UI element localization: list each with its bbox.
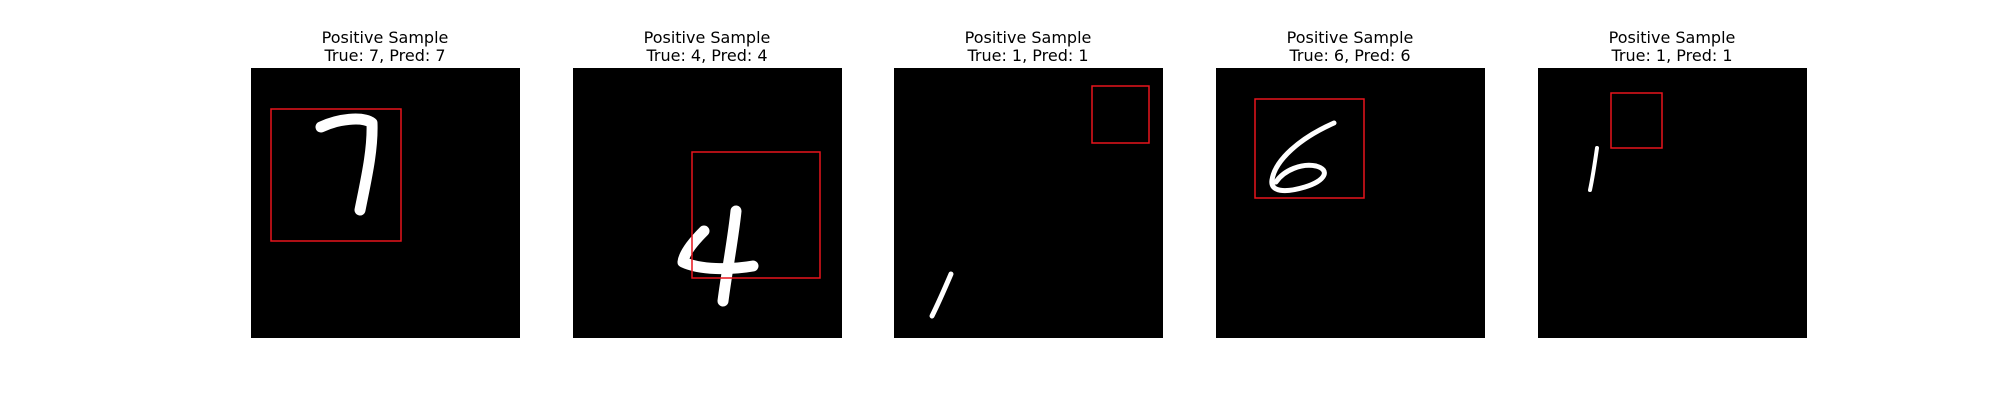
panel-1: Positive Sample True: 7, Pred: 7 — [251, 28, 520, 338]
panel-2: Positive Sample True: 4, Pred: 4 — [573, 28, 842, 338]
panel-2-digit-4 — [677, 205, 759, 307]
panel-4-title-line-2: True: 6, Pred: 6 — [1288, 46, 1410, 65]
panel-3-title-line-1: Positive Sample — [965, 28, 1092, 47]
panel-2-title-line-1: Positive Sample — [644, 28, 771, 47]
panel-3-digit-1 — [929, 271, 954, 319]
panel-2-image — [573, 68, 842, 338]
panel-5-title-line-1: Positive Sample — [1609, 28, 1736, 47]
panel-5-bounding-box — [1610, 92, 1663, 149]
panel-3-image — [894, 68, 1163, 338]
panel-3-bounding-box — [1091, 85, 1150, 144]
panel-5: Positive Sample True: 1, Pred: 1 — [1538, 28, 1807, 338]
panel-4-digit-6 — [1269, 120, 1337, 194]
panel-1-image — [251, 68, 520, 338]
panel-1-digit-7 — [315, 113, 378, 216]
panel-1-title-line-1: Positive Sample — [322, 28, 449, 47]
panel-4-bounding-box — [1254, 98, 1365, 199]
panel-4: Positive Sample True: 6, Pred: 6 — [1216, 28, 1485, 338]
panel-1-title-line-2: True: 7, Pred: 7 — [323, 46, 445, 65]
panel-5-digit-1 — [1588, 146, 1599, 192]
panel-1-bounding-box — [270, 108, 402, 242]
panel-5-image — [1538, 68, 1807, 338]
panel-3: Positive Sample True: 1, Pred: 1 — [894, 28, 1163, 338]
panel-4-title-line-1: Positive Sample — [1287, 28, 1414, 47]
panel-5-title-line-2: True: 1, Pred: 1 — [1610, 46, 1732, 65]
panel-2-title-line-2: True: 4, Pred: 4 — [645, 46, 767, 65]
panel-3-title-line-2: True: 1, Pred: 1 — [966, 46, 1088, 65]
panel-4-image — [1216, 68, 1485, 338]
panel-2-bounding-box — [691, 151, 821, 279]
